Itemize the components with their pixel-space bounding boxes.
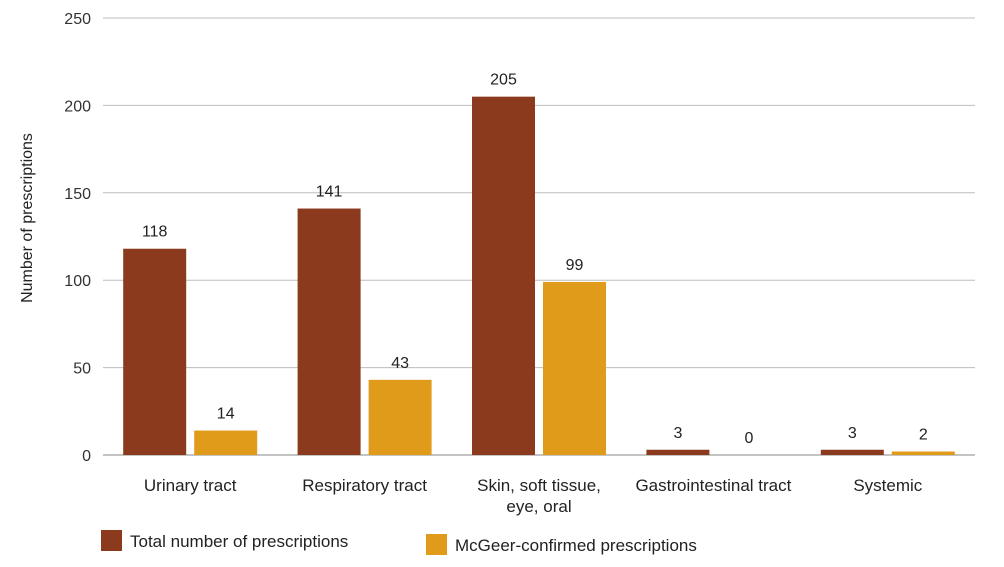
y-tick-label: 0 <box>82 448 91 465</box>
y-tick-label: 150 <box>64 186 91 203</box>
bar <box>368 379 432 455</box>
legend-swatch <box>101 530 122 551</box>
gridlines <box>103 17 975 456</box>
legend-label: McGeer-confirmed prescriptions <box>455 536 697 555</box>
y-axis-ticks: 0 50 100 150 200 250 <box>64 11 91 465</box>
data-label: 205 <box>490 72 517 89</box>
data-label: 118 <box>142 224 168 241</box>
x-category-label: Respiratory tract <box>302 476 427 495</box>
bar <box>472 96 535 455</box>
data-label: 3 <box>673 425 682 442</box>
x-category-label: Gastrointestinal tract <box>635 476 791 495</box>
bar <box>646 449 710 455</box>
y-axis-label: Number of prescriptions <box>19 133 36 303</box>
data-label: 99 <box>566 257 584 274</box>
bar <box>123 248 187 455</box>
data-label: 14 <box>217 406 235 423</box>
bar <box>297 208 361 455</box>
legend: Total number of prescriptions McGeer-conf… <box>101 530 697 555</box>
data-label: 43 <box>391 355 409 372</box>
y-tick-label: 50 <box>73 361 91 378</box>
legend-swatch <box>426 534 447 555</box>
data-label: 2 <box>919 427 928 444</box>
bars <box>123 96 955 455</box>
x-category-label: Skin, soft tissue, eye, oral <box>477 476 601 516</box>
x-axis-categories: Urinary tract Respiratory tract Skin, soft… <box>144 476 923 516</box>
data-label: 3 <box>848 425 857 442</box>
data-labels: 118 14 141 43 205 99 3 0 3 2 <box>142 72 928 447</box>
bar <box>543 281 606 455</box>
bar <box>194 430 258 455</box>
y-tick-label: 200 <box>64 98 91 115</box>
y-tick-label: 100 <box>64 273 91 290</box>
x-category-label: Urinary tract <box>144 476 237 495</box>
y-tick-label: 250 <box>64 11 91 28</box>
data-label: 0 <box>744 430 753 447</box>
bar <box>820 449 884 455</box>
bar <box>891 451 955 455</box>
data-label: 141 <box>316 184 343 201</box>
x-category-label: Systemic <box>853 476 922 495</box>
legend-label: Total number of prescriptions <box>130 532 348 551</box>
